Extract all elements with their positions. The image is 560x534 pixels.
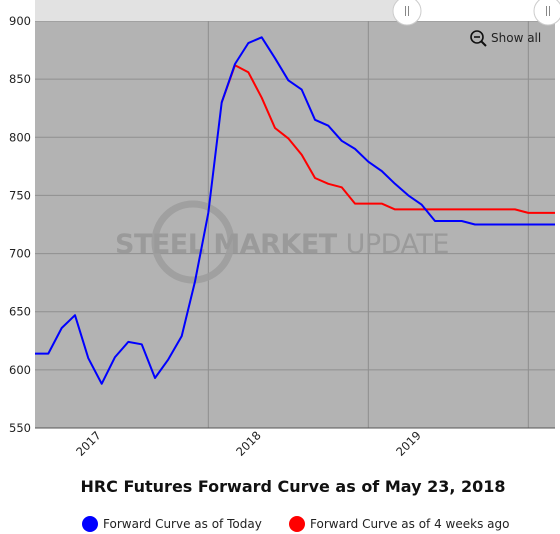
- y-axis-ticks: 550 600 650 700 750 800 850 900: [9, 14, 31, 435]
- legend-label: Forward Curve as of 4 weeks ago: [310, 517, 509, 531]
- zoom-out-icon[interactable]: [470, 30, 487, 47]
- legend: Forward Curve as of Today Forward Curve a…: [82, 516, 509, 532]
- navigator-outside-range: [35, 0, 407, 21]
- x-tick-label: 2018: [233, 428, 264, 459]
- chart-title: HRC Futures Forward Curve as of May 23, …: [80, 477, 505, 496]
- y-tick-label: 600: [9, 363, 31, 377]
- watermark-text-light: UPDATE: [346, 229, 449, 260]
- series-line-today: [35, 36, 555, 385]
- show-all-label[interactable]: Show all: [491, 31, 541, 45]
- x-tick-label: 2017: [73, 428, 104, 459]
- navigator-scrollbar[interactable]: [35, 0, 560, 26]
- legend-label: Forward Curve as of Today: [103, 517, 262, 531]
- legend-marker: [82, 516, 98, 532]
- grid-lines: [35, 0, 555, 429]
- plot-area: [35, 0, 555, 428]
- series-layer: [35, 36, 555, 385]
- y-tick-label: 700: [9, 247, 31, 261]
- x-tick-label: 2019: [393, 428, 424, 459]
- navigator-handle-left[interactable]: [392, 0, 422, 26]
- watermark-text: STEEL MARKET UPDATE: [115, 229, 449, 260]
- legend-item-today[interactable]: Forward Curve as of Today: [82, 516, 262, 532]
- legend-marker: [289, 516, 305, 532]
- series-line-4-weeks-ago: [220, 64, 555, 214]
- plot-background: [35, 0, 555, 428]
- watermark-text-bold: STEEL MARKET: [115, 229, 346, 260]
- legend-item-4-weeks-ago[interactable]: Forward Curve as of 4 weeks ago: [289, 516, 509, 532]
- watermark-ring: [151, 200, 235, 284]
- y-tick-label: 750: [9, 188, 31, 202]
- y-tick-label: 900: [9, 14, 31, 28]
- y-tick-label: 650: [9, 305, 31, 319]
- y-tick-label: 850: [9, 72, 31, 86]
- navigator-handle-right[interactable]: [533, 0, 560, 26]
- x-axis-ticks: 2017 2018 2019: [73, 428, 424, 459]
- watermark-logo: STEEL MARKET UPDATE: [115, 200, 449, 284]
- show-all-button[interactable]: Show all: [470, 30, 541, 47]
- y-tick-label: 550: [9, 421, 31, 435]
- y-tick-label: 800: [9, 130, 31, 144]
